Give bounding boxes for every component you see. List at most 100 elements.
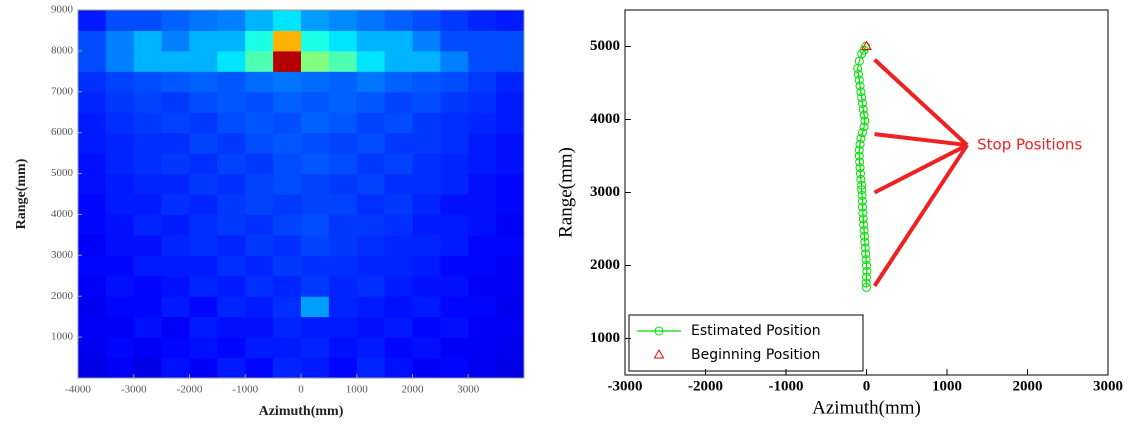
x-axis-label: Azimuth(mm) — [259, 404, 344, 419]
heat-cell — [468, 316, 497, 338]
heat-cell — [273, 357, 302, 379]
heat-cell — [384, 296, 413, 318]
circle-marker — [857, 180, 867, 190]
x-tick-label: -1000 — [232, 384, 258, 396]
heat-cell — [189, 357, 218, 379]
circle-marker — [859, 231, 869, 241]
circle-marker — [857, 128, 867, 138]
heat-cell — [78, 234, 107, 256]
heat-cell — [328, 234, 358, 256]
circle-marker — [856, 174, 866, 184]
heat-cell — [468, 214, 497, 236]
heat-cell — [189, 214, 218, 236]
heat-cell — [412, 214, 441, 236]
heat-cell — [301, 50, 330, 72]
circle-marker — [861, 255, 871, 265]
heat-cell — [356, 91, 386, 113]
legend-marker — [653, 348, 665, 359]
y-axis-label: Range(mm) — [555, 147, 576, 238]
heat-cell — [440, 30, 469, 52]
heat-cell — [328, 275, 358, 297]
legend-box — [628, 314, 864, 372]
heat-cell — [105, 50, 135, 72]
heat-cell — [412, 153, 441, 175]
x-tick-label: 2000 — [402, 384, 425, 396]
heat-cell — [161, 296, 190, 318]
heat-cell — [105, 91, 135, 113]
heat-cell — [328, 132, 358, 154]
circle-marker — [860, 243, 870, 253]
x-tick-label: -2000 — [177, 384, 203, 396]
heat-cell — [384, 337, 413, 359]
heat-cell — [384, 153, 413, 175]
heat-cell — [245, 153, 274, 175]
heat-cell — [328, 10, 358, 31]
y-tick-label: 6000 — [51, 126, 74, 138]
heat-cell — [217, 214, 246, 236]
heat-cell — [468, 275, 497, 297]
heat-cell — [161, 316, 190, 338]
heat-cell — [133, 357, 163, 379]
heat-cell — [245, 50, 274, 72]
heat-cell — [245, 214, 274, 236]
heat-cell — [384, 50, 413, 72]
heat-cell — [301, 214, 330, 236]
x-tick-label: 3000 — [457, 384, 480, 396]
circle-marker — [860, 237, 870, 247]
heat-cell — [440, 316, 469, 338]
heat-cell — [105, 357, 135, 379]
heat-cell — [133, 50, 163, 72]
x-tick-label: 1000 — [346, 384, 369, 396]
heat-cell — [273, 50, 302, 72]
heat-cell — [189, 337, 218, 359]
y-axis-label: Range(mm) — [14, 158, 29, 229]
heat-cell — [217, 10, 246, 31]
heat-cell — [245, 337, 274, 359]
x-tick-label: -3000 — [608, 378, 643, 394]
heat-cell — [328, 337, 358, 359]
heat-cell — [133, 296, 163, 318]
y-tick-label: 1000 — [590, 330, 620, 346]
heat-cell — [105, 275, 135, 297]
heat-cell — [273, 112, 302, 134]
heat-cell — [78, 357, 107, 379]
heat-cell — [468, 30, 497, 52]
heat-cell — [217, 91, 246, 113]
heat-cell — [78, 255, 107, 277]
heat-cell — [78, 337, 107, 359]
heat-cell — [496, 112, 525, 134]
heat-cell — [412, 255, 441, 277]
heat-cell — [245, 255, 274, 277]
heat-cell — [356, 275, 386, 297]
heat-cell — [133, 10, 163, 31]
heat-cell — [384, 275, 413, 297]
heat-cell — [412, 296, 441, 318]
x-tick-label: 0 — [298, 384, 304, 396]
heat-cell — [217, 153, 246, 175]
heat-cell — [440, 91, 469, 113]
heat-cell — [273, 71, 302, 93]
heat-cell — [356, 71, 386, 93]
heat-cell — [105, 234, 135, 256]
heat-cell — [217, 357, 246, 379]
heat-cell — [217, 234, 246, 256]
heat-cell — [133, 71, 163, 93]
heat-cell — [384, 194, 413, 215]
heat-cell — [356, 50, 386, 72]
heat-cell — [412, 30, 441, 52]
heat-cell — [189, 132, 218, 154]
series-line — [857, 46, 868, 288]
heat-cell — [301, 337, 330, 359]
heat-cell — [133, 173, 163, 195]
heat-cell — [133, 275, 163, 297]
heat-cell — [189, 255, 218, 277]
heat-cell — [496, 255, 525, 277]
x-tick-label: -1000 — [769, 378, 804, 394]
y-tick-label: 4000 — [590, 111, 620, 127]
circle-marker — [853, 69, 863, 79]
heat-cell — [161, 234, 190, 256]
heat-cell — [301, 296, 330, 318]
heat-cell — [161, 214, 190, 236]
heat-cell — [328, 91, 358, 113]
heat-cell — [468, 255, 497, 277]
